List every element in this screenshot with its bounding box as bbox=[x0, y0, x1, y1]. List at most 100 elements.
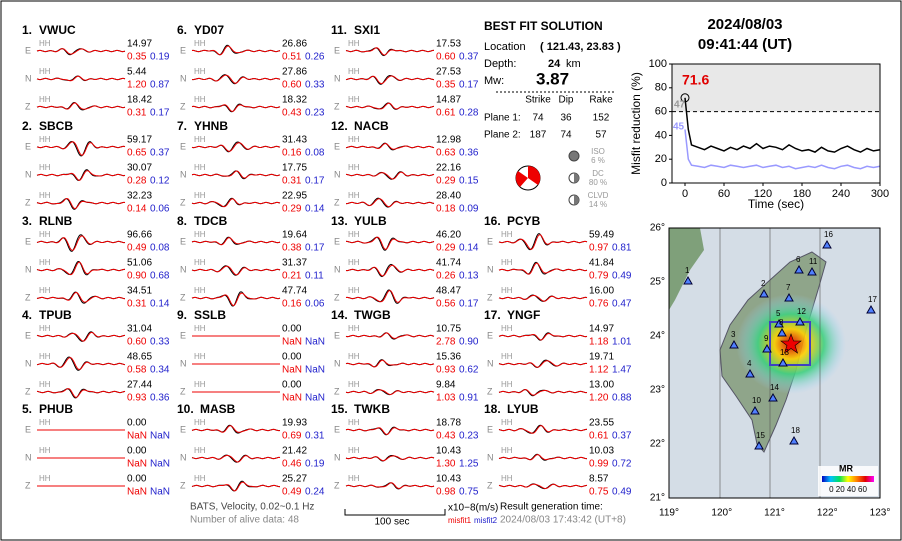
misfit1: 0.31 bbox=[127, 299, 147, 310]
misfit2: 0.17 bbox=[305, 243, 325, 254]
component: Z bbox=[25, 480, 31, 490]
misfit2: 0.72 bbox=[612, 459, 632, 470]
amplitude: 48.47 bbox=[436, 286, 461, 297]
component: N bbox=[25, 358, 32, 368]
misfit2: 0.14 bbox=[305, 204, 325, 215]
synthetic-trace bbox=[191, 265, 281, 276]
component: N bbox=[334, 358, 341, 368]
component: E bbox=[180, 424, 186, 434]
misfit2: 0.49 bbox=[612, 487, 632, 498]
band: HH bbox=[348, 163, 360, 172]
band: HH bbox=[348, 324, 360, 333]
colorbar-title: MR bbox=[839, 463, 853, 473]
misfit1: 0.43 bbox=[436, 431, 456, 442]
component-ball-fill bbox=[574, 195, 579, 205]
station-label: 5 bbox=[776, 309, 781, 318]
filter: BATS, Velocity, 0.02~0.1 Hz bbox=[190, 502, 314, 513]
station-label: 15 bbox=[756, 431, 765, 440]
misfit2: 0.12 bbox=[150, 176, 170, 187]
station-number: 6. bbox=[177, 23, 187, 37]
misfit1: 0.97 bbox=[589, 243, 609, 254]
component: E bbox=[334, 45, 340, 55]
station-marker bbox=[683, 275, 693, 285]
station-name: VWUC bbox=[39, 23, 76, 37]
misfit2: NaN bbox=[150, 431, 170, 442]
station-name: TWKB bbox=[354, 402, 390, 416]
component: Z bbox=[180, 480, 186, 490]
amplitude: 0.00 bbox=[282, 380, 302, 391]
component: N bbox=[487, 452, 494, 462]
y-tick-label: 40 bbox=[655, 129, 667, 141]
column-header: Dip bbox=[558, 95, 573, 106]
amplitude: 27.86 bbox=[282, 67, 307, 78]
synthetic-trace bbox=[498, 483, 588, 489]
station-label: 2 bbox=[761, 279, 766, 288]
annotation: 45 bbox=[673, 122, 685, 133]
amplitude: 96.66 bbox=[127, 230, 152, 241]
misfit1: 0.29 bbox=[436, 176, 456, 187]
station-name: TWGB bbox=[354, 308, 391, 322]
station: 14. TWGB HH E 10.75 2.78 0.90 HH N 15.36 0.93 0.62 H… bbox=[331, 308, 479, 403]
amplitude: 14.97 bbox=[589, 324, 614, 335]
amplitude: 10.75 bbox=[436, 324, 461, 335]
amplitude: 32.23 bbox=[127, 191, 152, 202]
station-label: 12 bbox=[797, 307, 806, 316]
component: E bbox=[334, 330, 340, 340]
amplitude: 22.16 bbox=[436, 163, 461, 174]
amplitude: 18.78 bbox=[436, 418, 461, 429]
misfit1: 1.30 bbox=[436, 459, 456, 470]
station-marker bbox=[866, 304, 876, 314]
misfit2: 0.62 bbox=[459, 365, 479, 376]
station-label: 4 bbox=[747, 359, 752, 368]
misfit1: 0.90 bbox=[127, 271, 147, 282]
amplitude: 31.04 bbox=[127, 324, 152, 335]
misfit2: 0.88 bbox=[612, 393, 632, 404]
amplitude: 0.00 bbox=[127, 446, 147, 457]
misfit1: 0.18 bbox=[436, 204, 456, 215]
station-marker bbox=[759, 288, 769, 298]
plane-value: 36 bbox=[560, 113, 572, 124]
component: E bbox=[25, 330, 31, 340]
station-marker bbox=[768, 392, 778, 402]
station: 17. YNGF HH E 14.97 1.18 1.01 HH N 19.71 1.12 1.47 H… bbox=[484, 308, 632, 403]
station: 18. LYUB HH E 23.55 0.61 0.37 HH N 10.03 0.99 0.72 H… bbox=[484, 402, 632, 497]
synthetic-trace bbox=[36, 48, 126, 55]
station-name: YHNB bbox=[194, 119, 228, 133]
band: HH bbox=[39, 380, 51, 389]
misfit1: 0.49 bbox=[282, 487, 302, 498]
misfit2: 0.26 bbox=[305, 52, 325, 63]
search-box bbox=[769, 321, 811, 366]
lon-tick-label: 120° bbox=[711, 508, 732, 519]
station-marker bbox=[784, 292, 794, 302]
x-axis-label: Time (sec) bbox=[748, 197, 804, 211]
misfit1: 0.60 bbox=[436, 52, 456, 63]
band: HH bbox=[194, 352, 206, 361]
component: Z bbox=[25, 386, 31, 396]
station-label: 1 bbox=[685, 266, 690, 275]
synthetic-trace bbox=[36, 261, 125, 276]
misfit2: 0.90 bbox=[459, 337, 479, 348]
band: HH bbox=[194, 258, 206, 267]
misfit2: 0.23 bbox=[459, 431, 479, 442]
depth: 24 bbox=[548, 58, 561, 70]
misfit2: 0.08 bbox=[305, 148, 325, 159]
station-name: PHUB bbox=[39, 402, 73, 416]
synthetic-trace bbox=[498, 425, 587, 434]
y-tick-label: 20 bbox=[655, 153, 667, 165]
misfit1: 0.93 bbox=[436, 365, 456, 376]
amplitude: 31.43 bbox=[282, 135, 307, 146]
component: E bbox=[25, 45, 31, 55]
lat-tick-label: 25° bbox=[650, 277, 665, 288]
lon-tick-label: 122° bbox=[817, 508, 838, 519]
misfit2: 0.31 bbox=[305, 431, 325, 442]
misfit1: 0.93 bbox=[127, 393, 147, 404]
scale-label: 100 sec bbox=[374, 517, 409, 528]
component: Z bbox=[25, 197, 31, 207]
station-marker bbox=[795, 316, 805, 326]
station-name: SBCB bbox=[39, 119, 73, 133]
amplitude: 46.20 bbox=[436, 230, 461, 241]
mw-label: Mw: bbox=[484, 75, 504, 87]
station-marker bbox=[750, 405, 760, 415]
amplitude: 23.55 bbox=[589, 418, 614, 429]
